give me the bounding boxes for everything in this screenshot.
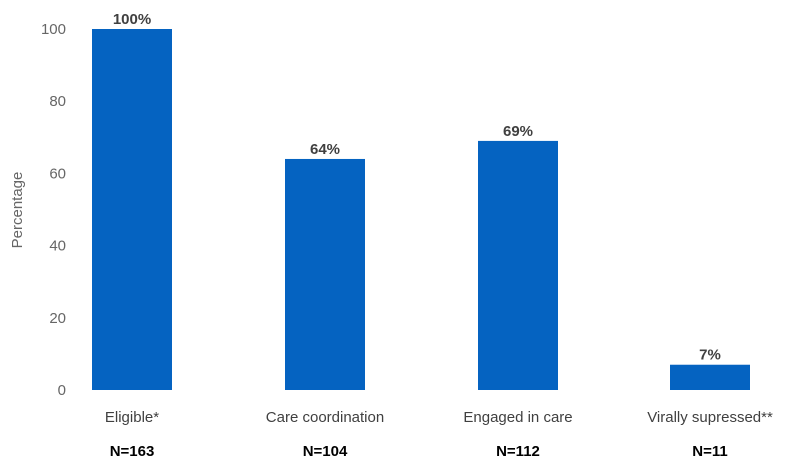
y-tick-label: 40 <box>49 238 66 255</box>
bars <box>92 29 750 390</box>
data-labels: 100% 64% 69% 7% <box>113 11 721 364</box>
bar <box>478 140 558 390</box>
bar <box>670 364 750 390</box>
category-label: Virally supressed** <box>647 409 773 426</box>
data-label: 69% <box>503 123 533 140</box>
y-tick-label: 60 <box>49 165 66 182</box>
data-label: 64% <box>310 141 340 158</box>
y-tick-label: 80 <box>49 93 66 110</box>
n-label: N=112 <box>496 443 540 459</box>
bar <box>92 29 172 390</box>
category-label: Care coordination <box>266 409 384 426</box>
y-tick-label: 0 <box>58 382 66 399</box>
bar <box>285 158 365 390</box>
n-labels: N=163 N=104 N=112 N=11 <box>110 443 728 459</box>
n-label: N=104 <box>303 443 348 459</box>
y-axis-label: Percentage <box>9 172 26 249</box>
data-label: 7% <box>699 347 721 364</box>
category-label: Engaged in care <box>463 409 572 426</box>
category-label: Eligible* <box>105 409 159 426</box>
y-axis-ticks: 0 20 40 60 80 100 <box>41 21 66 399</box>
n-label: N=11 <box>692 443 727 459</box>
y-tick-label: 20 <box>49 310 66 327</box>
n-label: N=163 <box>110 443 155 459</box>
category-labels: Eligible* Care coordination Engaged in car… <box>105 409 773 426</box>
y-tick-label: 100 <box>41 21 66 38</box>
data-label: 100% <box>113 11 151 28</box>
